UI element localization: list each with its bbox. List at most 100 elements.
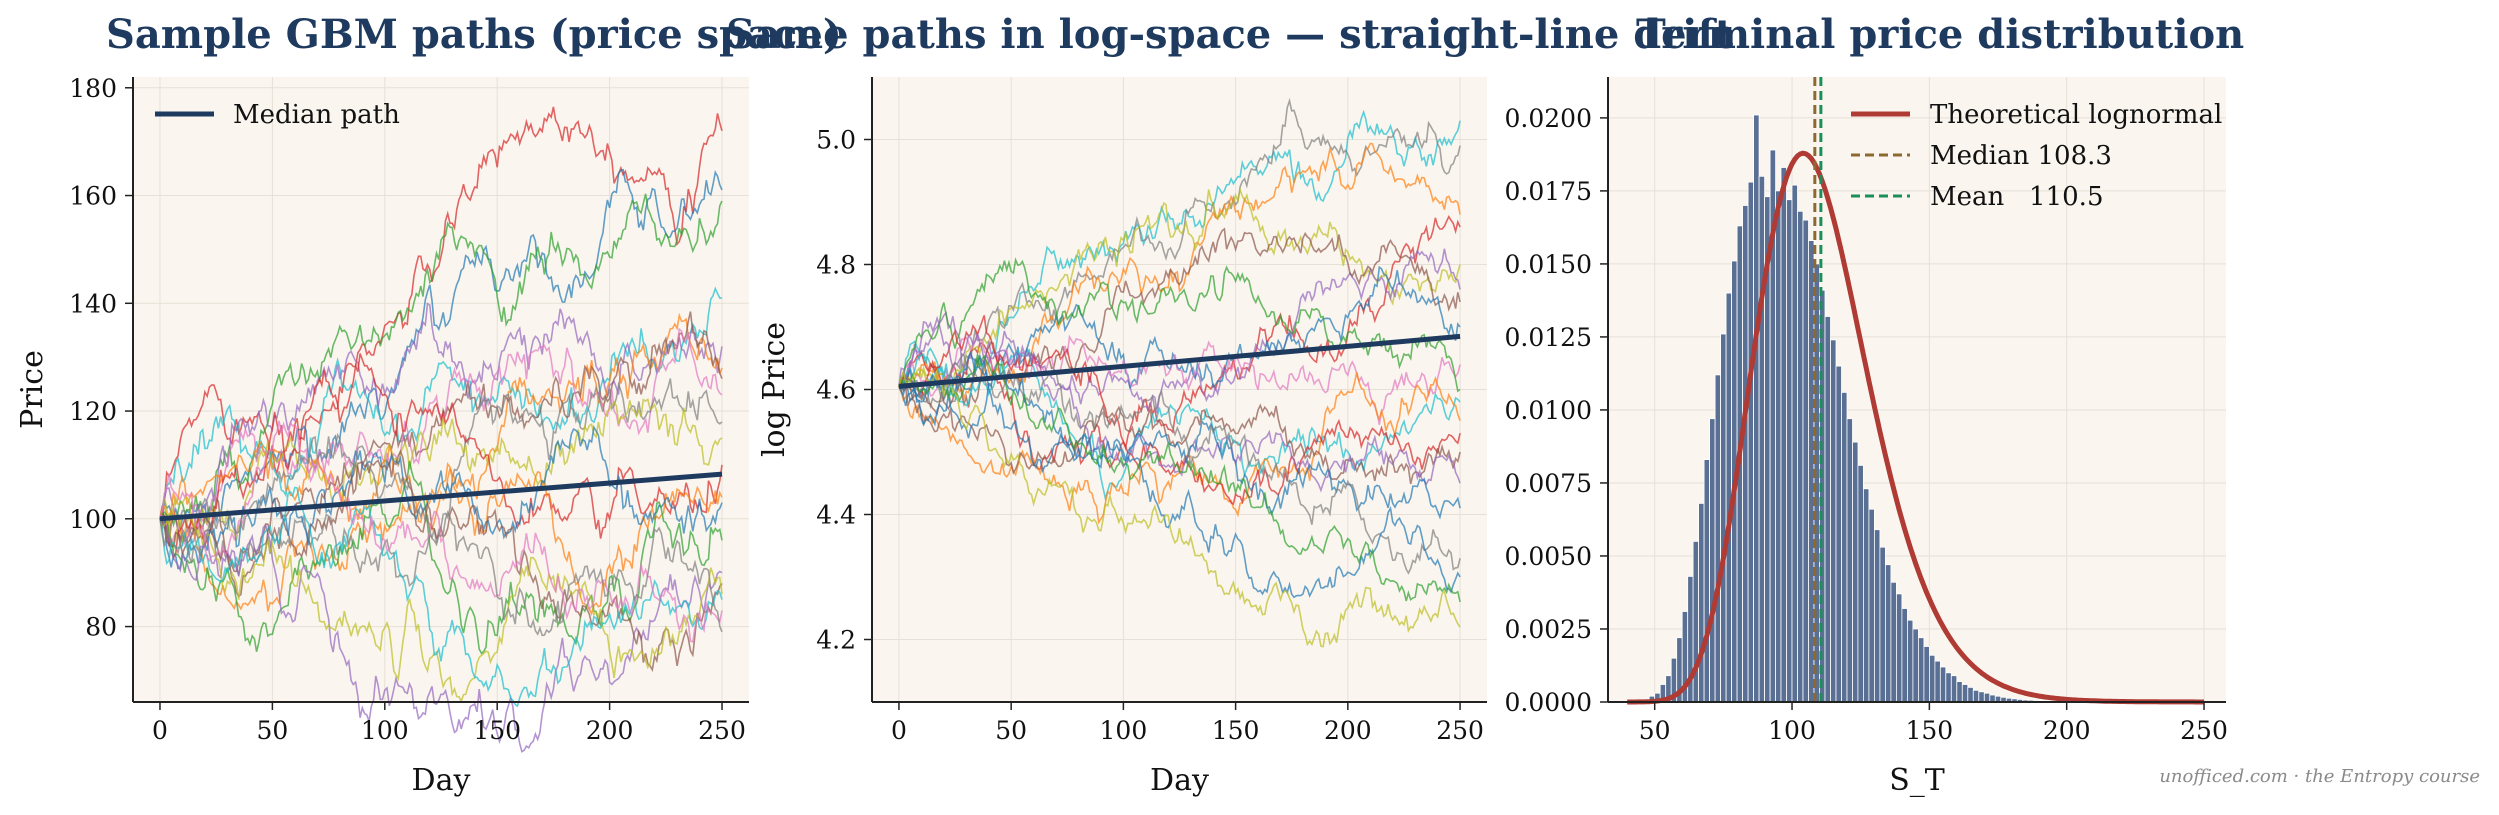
- y-tick-label: 0.0025: [1505, 615, 1592, 644]
- histogram-bar: [1714, 374, 1721, 703]
- sample-path: [159, 420, 723, 644]
- histogram-bar: [1863, 488, 1870, 703]
- histogram-bar: [1742, 205, 1749, 703]
- histogram-bar: [1797, 210, 1804, 703]
- credit-text: unofficed.com · the Entropy course: [2159, 766, 2480, 787]
- x-tick-label: 150: [1906, 716, 1954, 745]
- sample-path: [159, 494, 723, 704]
- sample-paths: [898, 97, 1461, 648]
- sample-path: [898, 367, 1461, 648]
- y-axis-label: Price: [15, 350, 50, 429]
- x-tick-label: 200: [586, 716, 634, 745]
- legend: Theoretical lognormal Median 108.3 Mean 11…: [1851, 100, 2222, 212]
- y-tick-label: 160: [69, 182, 117, 211]
- x-tick-label: 150: [473, 716, 521, 745]
- histogram-bar: [1703, 459, 1710, 703]
- y-tick-label: 0.0150: [1505, 250, 1592, 279]
- histogram-bar: [1830, 339, 1837, 703]
- sample-paths: [159, 106, 723, 753]
- sample-path: [898, 382, 1461, 485]
- legend-label-median: Median 108.3: [1930, 141, 2112, 171]
- sample-path: [159, 518, 723, 753]
- histogram-bar: [1896, 593, 1903, 703]
- histogram-bar: [1918, 637, 1925, 703]
- sample-path: [898, 354, 1461, 603]
- histogram-bar: [1934, 660, 1941, 703]
- y-tick-label: 0.0075: [1505, 469, 1592, 498]
- sample-path: [898, 248, 1461, 414]
- y-tick-label: 0.0200: [1505, 104, 1592, 133]
- x-tick-label: 100: [361, 716, 409, 745]
- histogram-bar: [1961, 684, 1969, 703]
- sample-path: [898, 372, 1461, 525]
- x-tick-label: 250: [698, 716, 746, 745]
- legend: Median path: [155, 100, 400, 130]
- histogram-bar: [1692, 541, 1699, 703]
- histogram-bar: [1791, 184, 1798, 703]
- panel-1: 0 50 100 150 200 250 80 100 120 140 160 180 Day Price…: [15, 74, 749, 798]
- sample-path: [159, 302, 723, 547]
- x-tick-label: 0: [152, 716, 168, 745]
- panel-3: 50 100 150 200 250 0.0000 0.0025 0.0050 0.0075 0.…: [1505, 77, 2228, 798]
- x-tick-label: 100: [1768, 716, 1816, 745]
- histogram-bar: [1747, 181, 1754, 703]
- histogram-bar: [1923, 646, 1930, 703]
- sample-path: [898, 350, 1461, 520]
- sample-path: [159, 486, 723, 708]
- x-tick-label: 200: [1324, 716, 1372, 745]
- legend-label-theoretical-lognormal: Theoretical lognormal: [1930, 100, 2222, 130]
- histogram-bar: [1874, 529, 1881, 703]
- y-tick-label: 5.0: [816, 126, 856, 155]
- x-tick-label: 50: [1639, 716, 1671, 745]
- y-tick-label: 4.4: [816, 501, 856, 530]
- panel-2: 0 50 100 150 200 250 4.2 4.4 4.6 4.8 5.0 Day log Pri…: [757, 77, 1487, 798]
- histogram-bar: [1907, 619, 1914, 703]
- x-axis-label: S_T: [1889, 763, 1945, 798]
- sample-path: [159, 106, 723, 519]
- histogram-bar: [1983, 692, 1991, 703]
- histogram-bar: [1901, 608, 1908, 703]
- histogram-bar: [1950, 675, 1958, 703]
- x-tick-label: 250: [2180, 716, 2228, 745]
- sample-path: [898, 186, 1461, 388]
- sample-path: [898, 331, 1461, 425]
- histogram-bar: [1868, 508, 1875, 703]
- histogram-bar: [1841, 391, 1848, 703]
- histogram-bar: [1753, 114, 1760, 703]
- y-tick-label: 0.0050: [1505, 542, 1592, 571]
- histogram-bar: [1972, 689, 1980, 703]
- y-tick-label: 4.8: [816, 251, 856, 280]
- y-tick-label: 120: [69, 397, 117, 426]
- x-tick-label: 250: [1436, 716, 1484, 745]
- y-axis-label: log Price: [757, 322, 792, 457]
- x-axis-label: Day: [1150, 763, 1209, 798]
- histogram-bar: [1945, 672, 1952, 703]
- sample-path: [159, 449, 723, 673]
- histogram-bar: [1879, 546, 1886, 703]
- histogram-bar: [1846, 418, 1853, 703]
- histogram-bar: [1929, 654, 1936, 703]
- y-tick-label: 0.0125: [1505, 323, 1592, 352]
- histogram-bar: [1989, 694, 1996, 703]
- x-tick-label: 50: [995, 716, 1027, 745]
- x-tick-label: 100: [1100, 716, 1148, 745]
- histogram-bar: [1824, 316, 1831, 703]
- histogram-bar: [1912, 628, 1919, 703]
- histogram-bar: [1758, 175, 1765, 703]
- sample-path: [898, 257, 1461, 393]
- histogram-bar: [1967, 687, 1974, 703]
- histogram-bar: [1780, 167, 1787, 703]
- histogram-bar: [1720, 333, 1727, 703]
- histogram-bar: [1698, 502, 1705, 703]
- title-panel-2: Same paths in log-space — straight-line …: [726, 11, 1734, 58]
- x-tick-label: 150: [1212, 716, 1260, 745]
- y-tick-label: 0.0100: [1505, 396, 1592, 425]
- legend-label-mean: Mean 110.5: [1930, 182, 2103, 212]
- histogram-bar: [1857, 464, 1864, 703]
- title-panel-3: Terminal price distribution: [1636, 11, 2244, 58]
- histogram-bar: [1956, 681, 1963, 703]
- x-axis-label: Day: [412, 763, 471, 798]
- histogram-bar: [1775, 190, 1782, 703]
- plot-background: [133, 77, 749, 702]
- histogram-bar: [1802, 219, 1809, 703]
